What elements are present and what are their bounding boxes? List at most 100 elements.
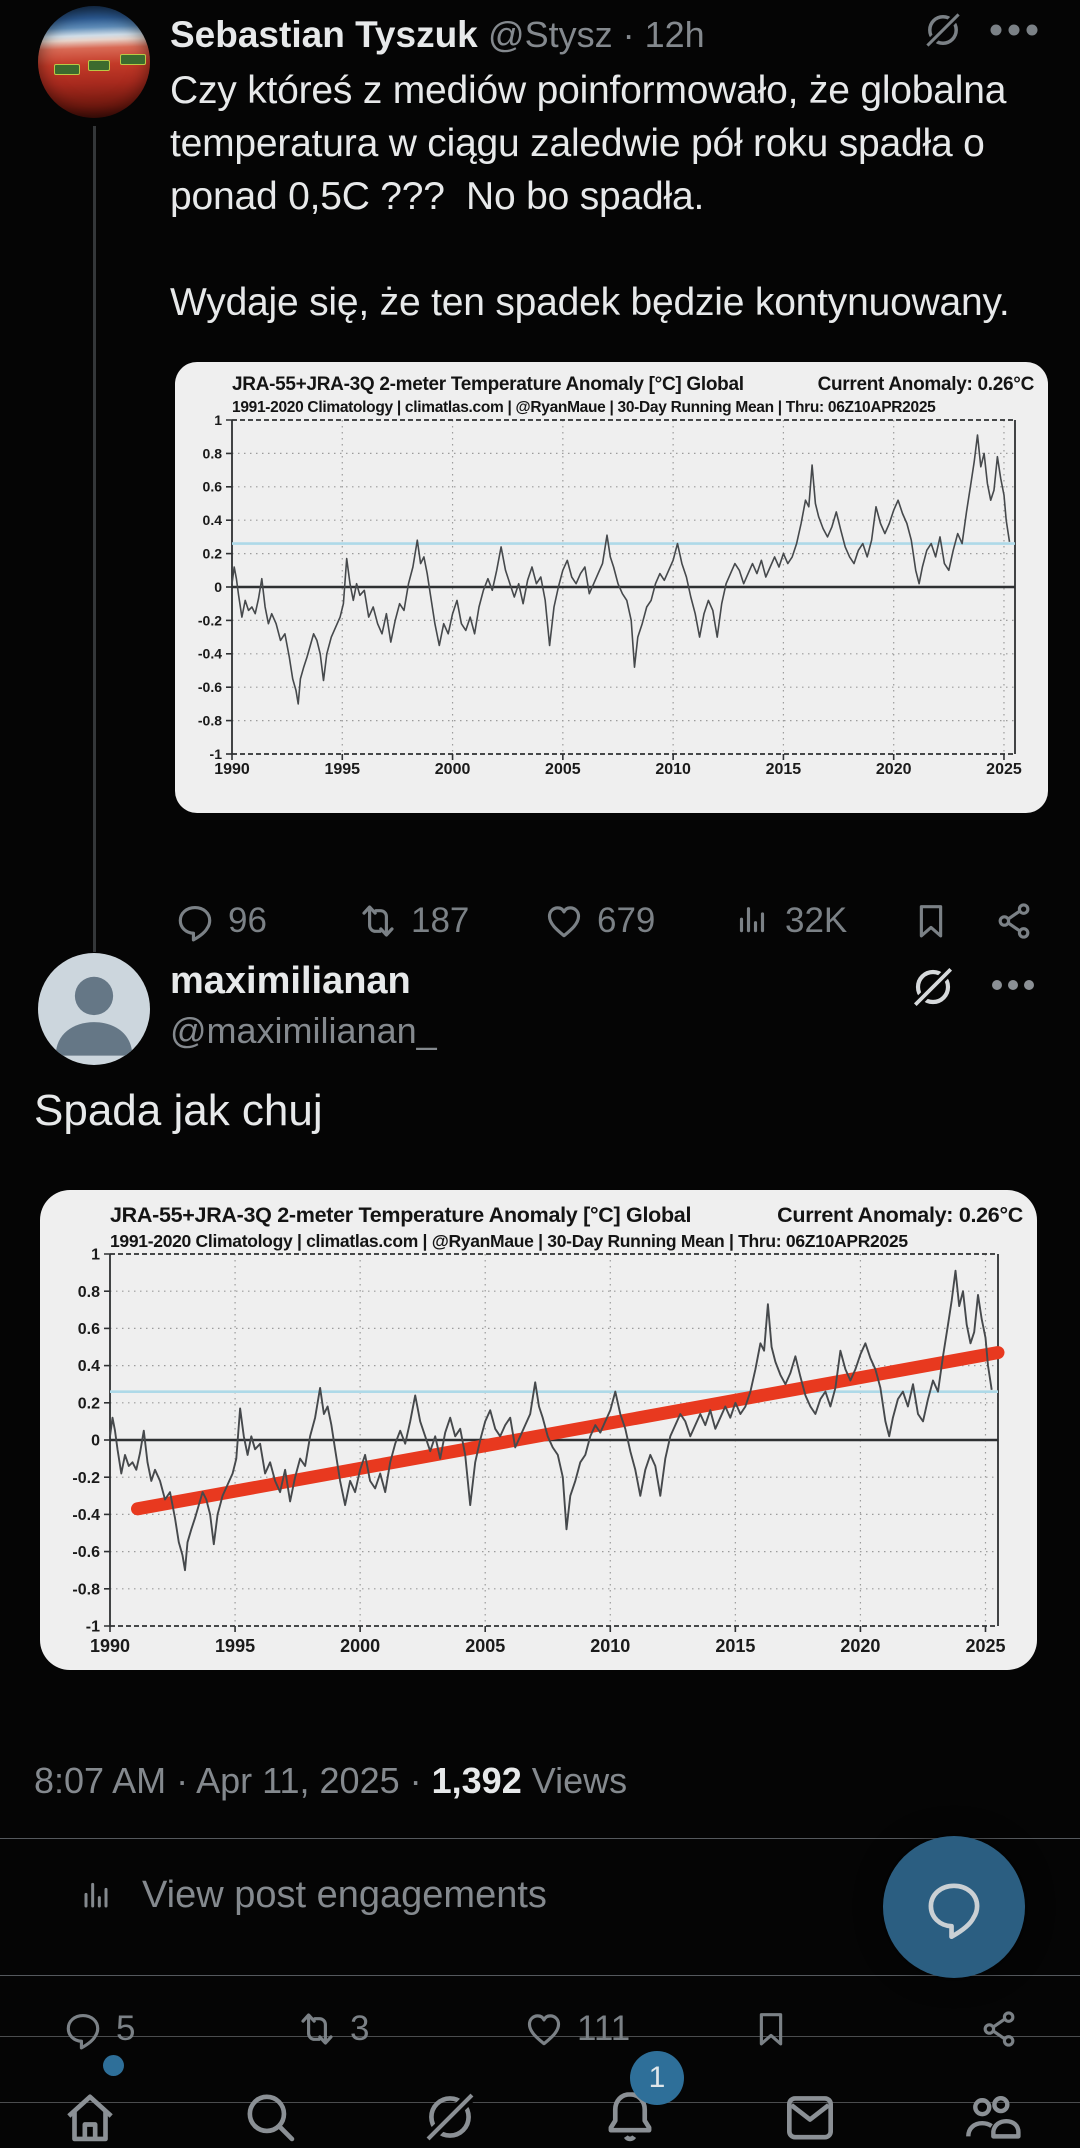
svg-text:-1: -1 (210, 746, 223, 762)
svg-text:1995: 1995 (324, 761, 360, 778)
heart-icon (523, 2008, 565, 2050)
bookmark-icon (750, 2008, 792, 2050)
svg-text:2000: 2000 (340, 1636, 380, 1656)
svg-text:-0.2: -0.2 (72, 1470, 100, 1487)
svg-text:1991-2020 Climatology | climat: 1991-2020 Climatology | climatlas.com | … (110, 1231, 908, 1251)
svg-text:0.8: 0.8 (78, 1284, 100, 1301)
svg-text:2005: 2005 (545, 761, 581, 778)
svg-text:-0.6: -0.6 (72, 1544, 100, 1561)
share-button[interactable] (993, 900, 1035, 942)
svg-text:2015: 2015 (766, 761, 802, 778)
svg-text:2020: 2020 (840, 1636, 880, 1656)
repost-button[interactable]: 3 (296, 2008, 369, 2050)
svg-text:0.8: 0.8 (203, 445, 223, 461)
reply-text: Spada jak chuj (34, 1086, 323, 1135)
svg-text:0.2: 0.2 (203, 546, 223, 562)
bookmark-icon (910, 900, 952, 942)
reply-author-handle[interactable]: @maximilianan_ (170, 1010, 437, 1051)
reply-button[interactable]: 96 (174, 900, 267, 942)
separator-dot: · (622, 14, 635, 55)
svg-text:1: 1 (91, 1247, 100, 1264)
svg-text:2010: 2010 (655, 761, 691, 778)
repost-button[interactable]: 187 (357, 900, 469, 942)
like-button[interactable]: 111 (523, 2008, 630, 2050)
view-post-engagements-link[interactable]: View post engagements (76, 1874, 547, 1917)
svg-text:JRA-55+JRA-3Q 2-meter Temperat: JRA-55+JRA-3Q 2-meter Temperature Anomal… (110, 1203, 691, 1227)
svg-text:Current Anomaly: 0.26°C: Current Anomaly: 0.26°C (777, 1203, 1023, 1227)
nav-search-button[interactable] (239, 2086, 301, 2148)
post-time: 8:07 AM (34, 1760, 167, 1801)
notifications-badge: 1 (630, 2051, 684, 2105)
grok-icon[interactable] (908, 962, 958, 1012)
like-button[interactable]: 679 (543, 900, 655, 942)
svg-text:-0.8: -0.8 (198, 713, 222, 729)
svg-text:Current Anomaly: 0.26°C: Current Anomaly: 0.26°C (818, 374, 1035, 395)
post-header[interactable]: Sebastian Tyszuk @Stysz · 12h (170, 14, 910, 56)
analytics-icon (76, 1876, 116, 1916)
svg-text:2025: 2025 (965, 1636, 1005, 1656)
bookmark-button[interactable] (750, 2008, 792, 2050)
svg-text:2015: 2015 (715, 1636, 755, 1656)
divider (0, 2102, 1080, 2103)
repost-icon (296, 2008, 338, 2050)
temperature-chart-2[interactable]: 1 0.8 0.6 0.4 0.2 0 -0.2 -0.4 -0.6 -0.8 -1 1990 1995… (40, 1190, 1037, 1670)
svg-text:-0.2: -0.2 (198, 612, 222, 628)
svg-text:0: 0 (91, 1433, 100, 1450)
svg-text:1995: 1995 (215, 1636, 255, 1656)
svg-text:-1: -1 (86, 1619, 100, 1636)
like-count: 679 (597, 901, 656, 940)
more-icon[interactable] (988, 22, 1040, 38)
bookmark-button[interactable] (910, 900, 952, 942)
nav-grok-button[interactable] (419, 2086, 481, 2148)
thread-connector-line (93, 126, 96, 952)
share-icon (993, 900, 1035, 942)
svg-text:-0.6: -0.6 (198, 679, 222, 695)
temperature-chart-1[interactable]: 1 0.8 0.6 0.4 0.2 0 -0.2 -0.4 -0.6 -0.8 -1 1990 1995… (175, 362, 1048, 813)
view-engagements-label: View post engagements (142, 1874, 547, 1916)
grok-icon[interactable] (921, 8, 965, 52)
svg-text:1990: 1990 (90, 1636, 130, 1656)
reply-author-name[interactable]: maximilianan (170, 960, 411, 1002)
author-name[interactable]: Sebastian Tyszuk (170, 14, 478, 55)
reply-icon (174, 900, 216, 942)
compose-reply-button[interactable] (883, 1836, 1025, 1978)
svg-text:0.2: 0.2 (78, 1395, 100, 1412)
map-label-chip (88, 60, 110, 71)
views-count: 1,392 (431, 1760, 522, 1801)
views-label: Views (531, 1760, 628, 1801)
nav-home-button[interactable] (59, 2086, 121, 2148)
svg-text:2020: 2020 (876, 761, 912, 778)
svg-text:1: 1 (214, 412, 222, 428)
map-label-chip (120, 54, 146, 65)
views-button[interactable]: 32K (731, 900, 847, 942)
author-handle[interactable]: @Stysz (488, 14, 613, 55)
map-label-chip (54, 64, 80, 75)
svg-text:1990: 1990 (214, 761, 250, 778)
more-icon[interactable] (990, 978, 1036, 992)
divider (0, 2036, 1080, 2037)
repost-count: 3 (350, 2009, 370, 2048)
divider (0, 1838, 1080, 1839)
repost-count: 187 (411, 901, 470, 940)
avatar-maximilianan[interactable] (38, 953, 150, 1065)
svg-text:2005: 2005 (465, 1636, 505, 1656)
svg-text:0.6: 0.6 (78, 1321, 100, 1338)
reply-count: 96 (228, 901, 267, 940)
svg-text:1991-2020 Climatology | climat: 1991-2020 Climatology | climatlas.com | … (232, 399, 936, 416)
divider (0, 1975, 1080, 1976)
share-button[interactable] (978, 2008, 1020, 2050)
reply-button[interactable]: 5 (62, 2008, 135, 2050)
home-notification-dot (103, 2055, 124, 2076)
svg-text:0: 0 (214, 579, 222, 595)
avatar-sebastian[interactable] (38, 6, 150, 118)
heart-icon (543, 900, 585, 942)
like-count: 111 (577, 2009, 631, 2048)
svg-text:0.6: 0.6 (203, 479, 223, 495)
timestamp-row: 8:07 AM · Apr 11, 2025 · 1,392 Views (34, 1760, 627, 1802)
nav-messages-button[interactable] (779, 2086, 841, 2148)
svg-text:0.4: 0.4 (203, 512, 223, 528)
reply-count: 5 (116, 2009, 136, 2048)
svg-text:2000: 2000 (435, 761, 471, 778)
nav-communities-button[interactable] (959, 2086, 1021, 2148)
